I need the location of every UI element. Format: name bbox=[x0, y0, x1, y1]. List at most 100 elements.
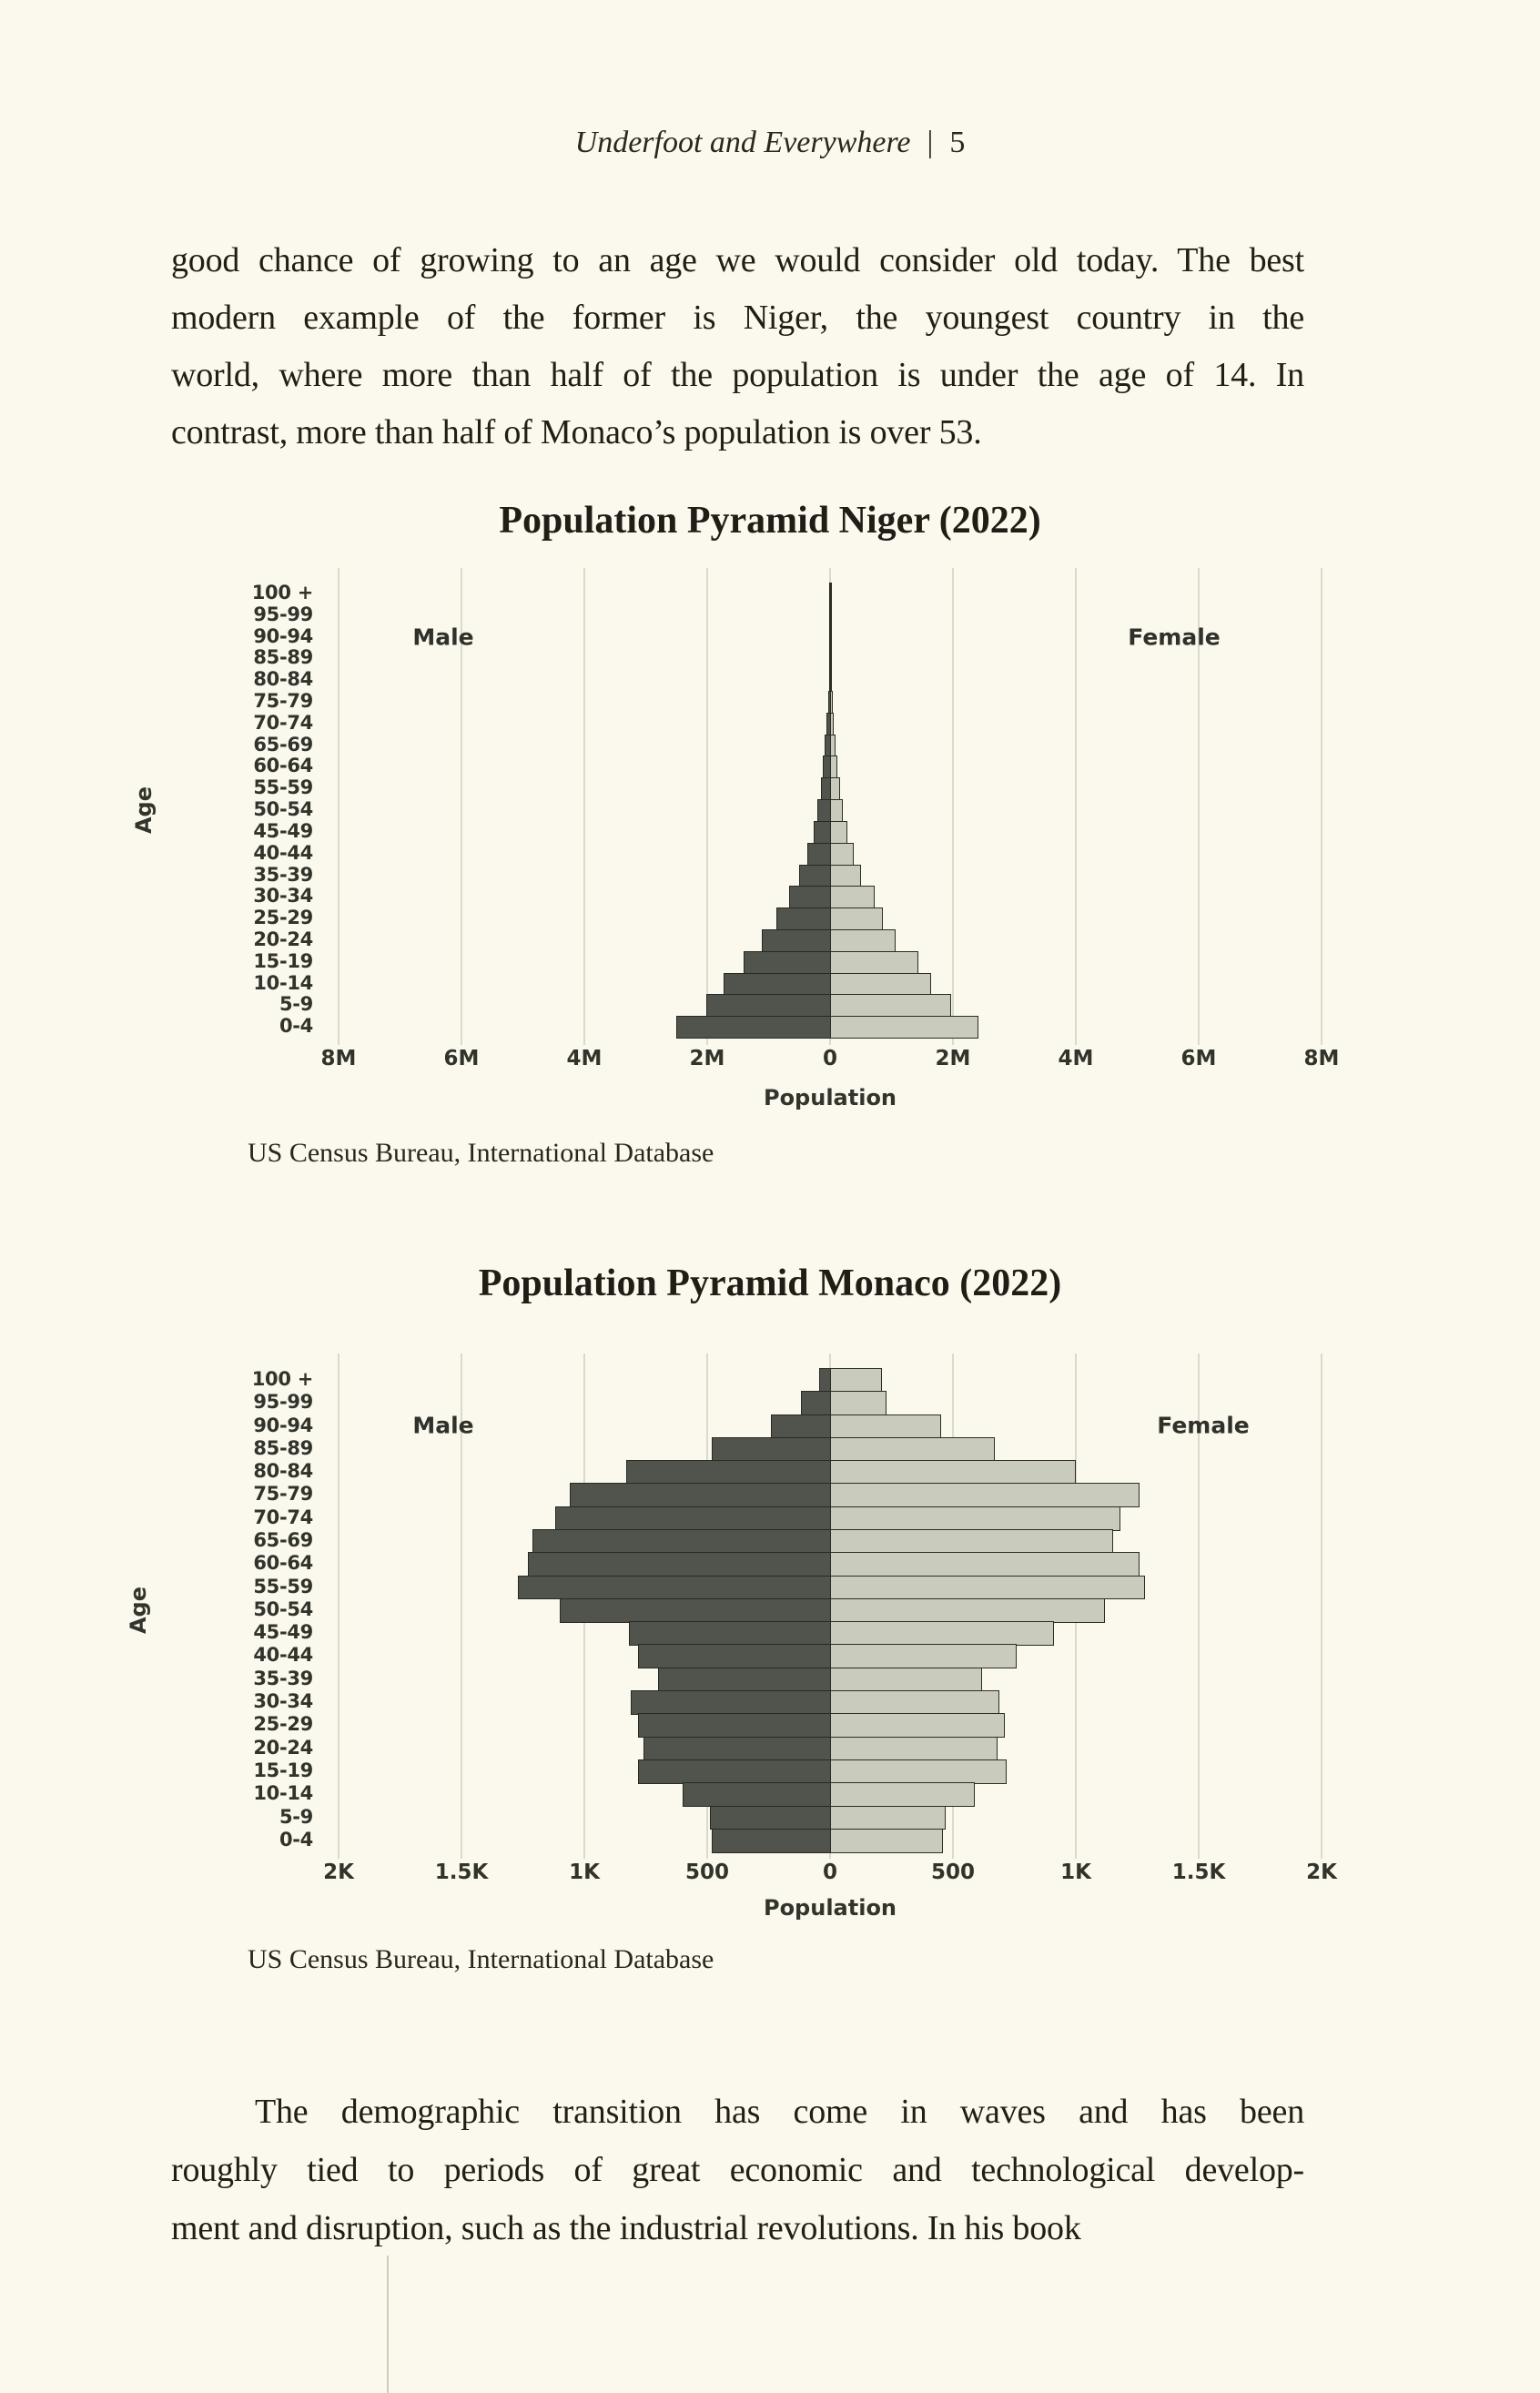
closing-paragraph: The demographic transition has come in w… bbox=[171, 2083, 1304, 2257]
female-bar bbox=[830, 1828, 944, 1853]
pyramid-row bbox=[339, 1644, 1322, 1669]
female-bar bbox=[830, 1460, 1076, 1485]
male-bar bbox=[789, 886, 830, 909]
female-bar bbox=[830, 799, 844, 823]
age-group-label: 90-94 bbox=[253, 624, 313, 647]
x-axis-tick-label: 0 bbox=[822, 1047, 838, 1070]
gridline bbox=[338, 568, 339, 1045]
gridline bbox=[583, 1354, 585, 1860]
pyramid-row bbox=[339, 1782, 1322, 1807]
male-bar bbox=[705, 994, 830, 1018]
age-group-label: 50-54 bbox=[253, 798, 313, 821]
female-bar bbox=[830, 1759, 1008, 1784]
male-bar bbox=[658, 1667, 830, 1692]
female-bar bbox=[830, 1575, 1145, 1600]
female-bar bbox=[830, 1529, 1113, 1554]
female-bar bbox=[830, 820, 847, 845]
text-line: good chance of growing to an age we woul… bbox=[171, 241, 1304, 279]
pyramid-row bbox=[339, 950, 1322, 975]
female-bar bbox=[830, 886, 875, 909]
male-bar bbox=[823, 755, 830, 779]
pyramid-row bbox=[339, 994, 1322, 1018]
female-bar bbox=[830, 712, 835, 736]
x-axis-tick-label: 2K bbox=[1306, 1861, 1337, 1884]
text-line: roughly tied to periods of great economi… bbox=[171, 2151, 1304, 2189]
age-group-label: 5-9 bbox=[279, 1805, 313, 1828]
age-group-label: 60-64 bbox=[253, 1552, 313, 1575]
female-series-label: Female bbox=[1157, 1412, 1250, 1439]
age-group-label: 20-24 bbox=[253, 1736, 313, 1759]
female-bar bbox=[830, 1736, 998, 1761]
female-bar bbox=[830, 734, 836, 757]
male-bar bbox=[743, 950, 830, 975]
male-bar bbox=[527, 1552, 830, 1577]
female-bar bbox=[830, 994, 951, 1018]
pyramid-row bbox=[339, 1805, 1322, 1830]
age-group-label: 45-49 bbox=[253, 1621, 313, 1644]
age-group-label: 100 + bbox=[251, 582, 314, 603]
male-bar bbox=[818, 1368, 830, 1393]
pyramid-row bbox=[339, 1667, 1322, 1692]
age-group-label: 0-4 bbox=[279, 1828, 313, 1851]
pyramid-row bbox=[339, 928, 1322, 953]
y-axis-title: Age bbox=[126, 1586, 151, 1634]
age-group-label: 70-74 bbox=[253, 1506, 313, 1528]
female-bar bbox=[830, 1552, 1140, 1577]
gridline bbox=[952, 1354, 954, 1860]
female-bar bbox=[830, 669, 832, 693]
age-group-label: 20-24 bbox=[253, 928, 313, 950]
female-series-label: Female bbox=[1128, 624, 1221, 651]
age-group-label: 85-89 bbox=[253, 646, 313, 669]
age-group-label: 50-54 bbox=[253, 1597, 313, 1620]
female-bar bbox=[830, 1805, 946, 1830]
gridline bbox=[829, 568, 831, 1045]
male-bar bbox=[638, 1713, 830, 1739]
running-header-separator: | bbox=[927, 126, 934, 159]
pyramid-row bbox=[339, 1597, 1322, 1623]
female-bar bbox=[830, 583, 832, 606]
age-group-label: 55-59 bbox=[253, 776, 313, 799]
age-group-label: 80-84 bbox=[253, 668, 313, 691]
age-group-label: 80-84 bbox=[253, 1460, 313, 1483]
x-axis-tick-label: 500 bbox=[684, 1861, 730, 1884]
gridline bbox=[829, 1354, 831, 1860]
age-group-label: 25-29 bbox=[253, 907, 313, 929]
age-group-label: 75-79 bbox=[253, 1483, 313, 1506]
male-bar bbox=[820, 777, 830, 801]
pyramid-row bbox=[339, 1506, 1322, 1531]
x-axis-tick-label: 1K bbox=[569, 1861, 600, 1884]
gridline bbox=[1198, 568, 1200, 1045]
male-bar bbox=[712, 1436, 830, 1462]
age-group-label: 45-49 bbox=[253, 819, 313, 842]
male-bar bbox=[712, 1828, 830, 1853]
text-line: modern example of the former is Niger, t… bbox=[171, 299, 1304, 337]
age-group-label: 5-9 bbox=[279, 993, 313, 1016]
age-group-label: 100 + bbox=[251, 1368, 314, 1390]
male-bar bbox=[628, 1621, 830, 1646]
x-axis-tick-label: 8M bbox=[320, 1047, 357, 1070]
female-bar bbox=[830, 1782, 976, 1807]
male-bar bbox=[709, 1805, 830, 1830]
text-line: contrast, more than half of Monaco’s pop… bbox=[171, 413, 982, 451]
x-axis-tick-label: 6M bbox=[443, 1047, 480, 1070]
pyramid-row bbox=[339, 886, 1322, 909]
age-group-label: 30-34 bbox=[253, 885, 313, 908]
male-bar bbox=[829, 625, 830, 649]
age-group-label: 15-19 bbox=[253, 1759, 313, 1781]
male-bar bbox=[776, 908, 830, 931]
pyramid-row bbox=[339, 734, 1322, 757]
x-axis-tick-label: 1.5K bbox=[434, 1861, 489, 1884]
female-bar bbox=[830, 647, 832, 671]
female-bar bbox=[830, 691, 833, 715]
male-bar bbox=[825, 734, 830, 757]
monaco-chart-source: US Census Bureau, International Database bbox=[248, 1944, 714, 1974]
female-bar bbox=[830, 1506, 1120, 1531]
male-bar bbox=[829, 583, 830, 606]
female-bar bbox=[830, 755, 838, 779]
male-bar bbox=[676, 1016, 830, 1039]
x-axis-tick-label: 1.5K bbox=[1171, 1861, 1226, 1884]
male-bar bbox=[643, 1736, 830, 1761]
gridline bbox=[583, 568, 585, 1045]
age-group-label: 10-14 bbox=[253, 971, 313, 994]
pyramid-row bbox=[339, 1016, 1322, 1039]
